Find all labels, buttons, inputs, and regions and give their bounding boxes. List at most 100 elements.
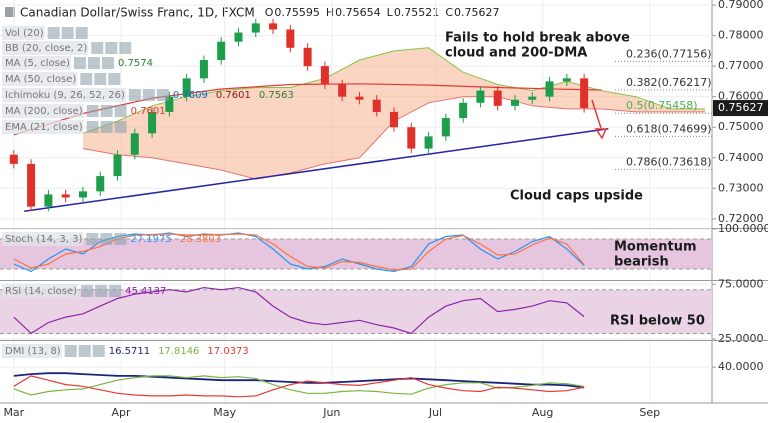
indicator-label-bg xyxy=(2,41,89,55)
projection-arrow xyxy=(591,99,602,129)
indicator-label-bg xyxy=(2,72,78,86)
indicator-label-bg xyxy=(2,56,71,70)
candle-body xyxy=(96,176,105,192)
fib-label: 0.786(0.73618) xyxy=(626,155,712,168)
candle-body xyxy=(199,60,208,79)
annotation: cloud and 200-DMA xyxy=(445,46,587,61)
ohlc-key: O xyxy=(265,6,274,19)
fib-label: 0.5(0.75458) xyxy=(626,99,698,112)
x-tick-label: Jun xyxy=(322,406,340,419)
candle-body xyxy=(286,29,295,48)
indicator-icon xyxy=(114,121,127,133)
fib-label: 0.382(0.76217) xyxy=(626,76,712,89)
x-tick-label: Sep xyxy=(639,406,660,419)
last-price-label: 0.75627 xyxy=(718,101,764,114)
indicator-icon xyxy=(114,105,127,117)
annotation: Fails to hold break above xyxy=(445,31,630,46)
x-tick-label: Apr xyxy=(111,406,131,419)
candle-body xyxy=(251,23,260,33)
indicator-icon xyxy=(100,121,113,133)
candle-body xyxy=(441,118,450,137)
candle-body xyxy=(528,96,537,100)
candle-body xyxy=(303,47,312,67)
indicator-icon xyxy=(47,27,60,39)
y-tick-label: 75.0000 xyxy=(718,277,764,290)
ohlc-value: 0.75627 xyxy=(454,6,500,19)
indicator-icon xyxy=(109,285,122,297)
ohlc-value: 0.75654 xyxy=(335,6,381,19)
indicator-icon xyxy=(100,105,113,117)
x-tick-label: Aug xyxy=(532,406,553,419)
ohlc-value: 0.75595 xyxy=(274,6,320,19)
symbol-icon xyxy=(5,7,15,17)
candle-body xyxy=(44,194,53,207)
annotation: Momentum xyxy=(614,240,697,255)
last-price-box xyxy=(713,100,768,117)
indicator-icon xyxy=(114,233,127,245)
indicator-reading: 27.1975 xyxy=(130,234,171,245)
projection-arrowhead xyxy=(594,128,608,140)
indicator-icon xyxy=(95,285,108,297)
indicator-reading: 0.7601 xyxy=(131,106,166,117)
indicator-label-bg xyxy=(2,104,84,118)
candle-body xyxy=(459,102,468,119)
ohlc-key: C xyxy=(445,6,453,19)
candle-body xyxy=(545,81,554,97)
candle-body xyxy=(9,154,18,164)
indicator-icon xyxy=(81,285,94,297)
indicator-icon xyxy=(119,42,132,54)
indicator-label: MA (50, close) xyxy=(5,74,76,85)
indicator-label-bg xyxy=(2,88,126,102)
annotation: bearish xyxy=(614,255,669,270)
candle-body xyxy=(407,127,416,149)
candle-body xyxy=(130,133,139,155)
indicator-icon xyxy=(64,345,77,357)
indicator-reading: 0.7609 xyxy=(173,90,208,101)
candle-body xyxy=(61,194,70,198)
indicator-icon xyxy=(80,73,93,85)
indicator-icon xyxy=(108,73,121,85)
indicator-icon xyxy=(73,57,86,69)
y-tick-label: 0.74000 xyxy=(718,151,764,164)
indicator-label-bg xyxy=(2,284,79,298)
y-tick-label: 0.72000 xyxy=(718,212,764,225)
indicator-icon xyxy=(87,57,100,69)
candle-body xyxy=(217,41,226,61)
candle-body xyxy=(148,111,157,134)
indicator-label: MA (200, close) xyxy=(5,106,83,117)
indicator-label-bg xyxy=(2,232,84,246)
indicator-reading: 45.4137 xyxy=(125,286,166,297)
indicator-icon xyxy=(105,42,118,54)
indicator-icon xyxy=(86,233,99,245)
candle-body xyxy=(269,23,278,30)
y-tick-label: 0.75000 xyxy=(718,120,764,133)
indicator-reading: 17.8146 xyxy=(158,346,199,357)
series-line xyxy=(13,286,585,335)
y-tick-label: 0.73000 xyxy=(718,181,764,194)
indicator-label: MA (5, close) xyxy=(5,58,70,69)
y-tick-label: 40.0000 xyxy=(718,360,764,373)
indicator-reading: 0.7563 xyxy=(259,90,294,101)
band xyxy=(0,289,712,334)
indicator-label: RSI (14, close) xyxy=(5,286,77,297)
fib-label: 0.236(0.77156) xyxy=(626,47,712,60)
indicator-icon xyxy=(142,89,155,101)
fib-label: 0.618(0.74699) xyxy=(626,122,712,135)
candle-body xyxy=(355,96,364,100)
indicator-icon xyxy=(86,121,99,133)
indicator-reading: 28.3803 xyxy=(180,234,221,245)
indicator-label-bg xyxy=(2,344,62,358)
indicator-icon xyxy=(92,345,105,357)
ohlc-key: H xyxy=(326,6,334,19)
indicator-icon xyxy=(128,89,141,101)
candle-body xyxy=(476,90,485,103)
candle-body xyxy=(113,154,122,177)
indicator-label: Ichimoku (9, 26, 52, 26) xyxy=(5,90,125,101)
candle-body xyxy=(424,136,433,149)
x-tick-label: Jul xyxy=(428,406,442,419)
indicator-icon xyxy=(100,233,113,245)
series-line xyxy=(13,375,585,396)
candle-body xyxy=(338,84,347,97)
candle-body xyxy=(234,32,243,42)
indicator-icon xyxy=(94,73,107,85)
